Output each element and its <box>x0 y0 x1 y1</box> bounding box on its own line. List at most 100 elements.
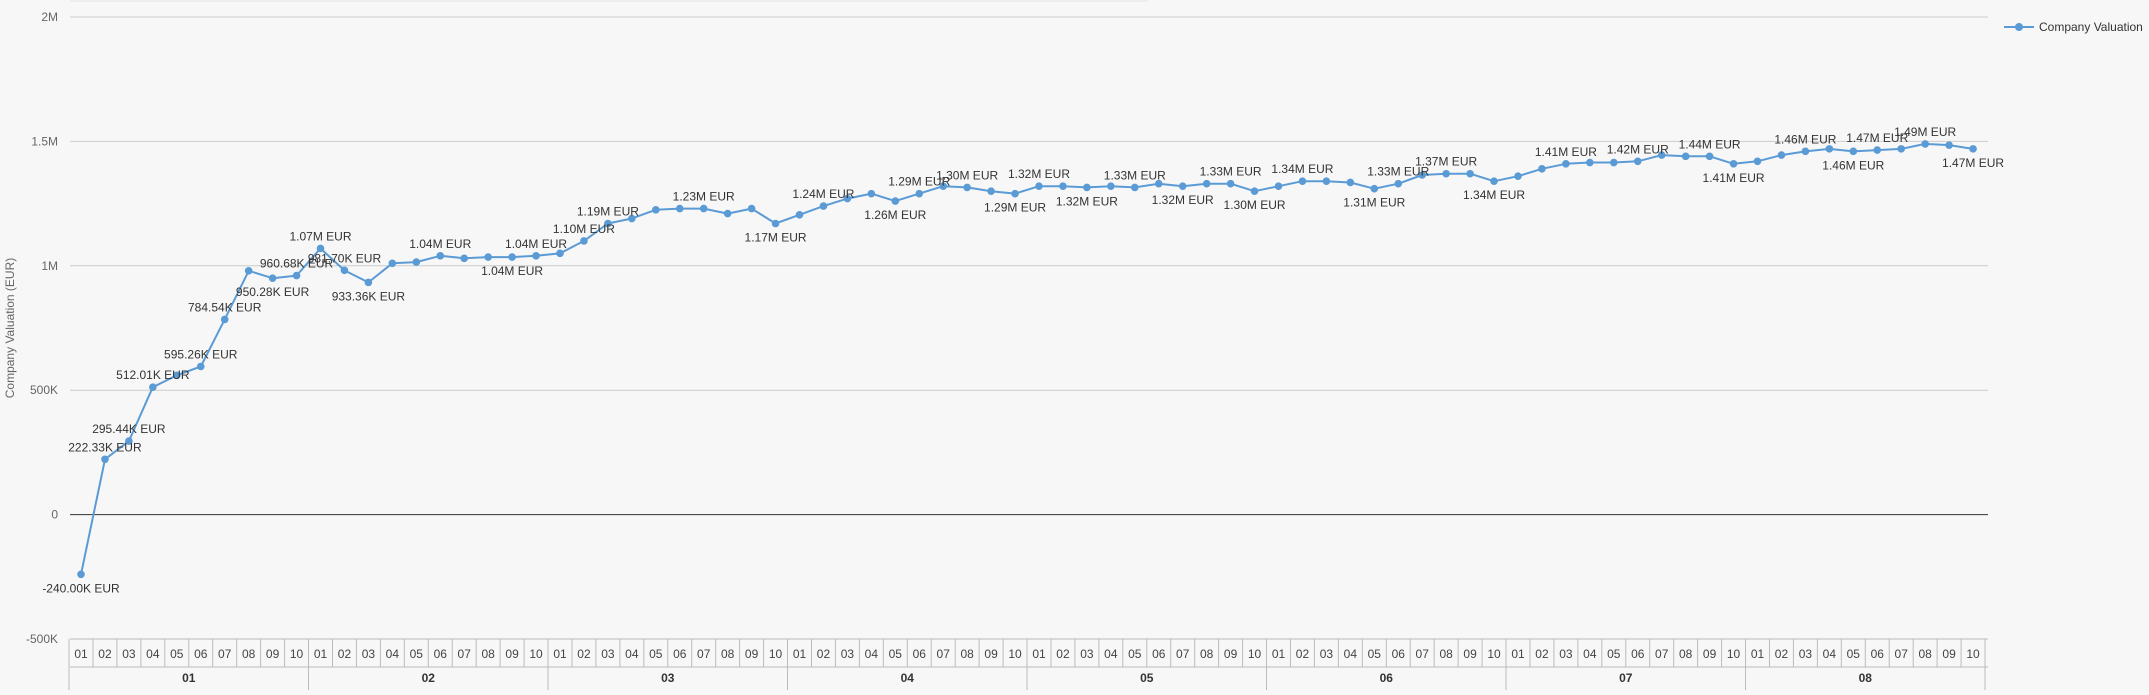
x-tick-label: 02 <box>1775 647 1789 661</box>
data-point <box>604 219 612 228</box>
data-point <box>795 210 804 219</box>
x-group-label: 01 <box>182 671 196 685</box>
data-point <box>652 206 660 214</box>
data-label: 1.49M EUR <box>1894 125 1956 139</box>
data-label: 1.10M EUR <box>553 222 615 236</box>
x-tick-label: 07 <box>1176 647 1190 661</box>
x-tick-label: 03 <box>122 647 136 661</box>
x-tick-label: 04 <box>386 647 400 661</box>
data-point <box>747 204 756 213</box>
x-axis: 01 02 03 04 05 06 07 08 09 10 01 02 03 04 05 06 07 08 09 10… <box>68 638 1988 690</box>
x-tick-label: 02 <box>577 647 591 661</box>
data-label: 512.01K EUR <box>116 368 190 382</box>
data-point <box>1849 147 1858 156</box>
data-label: 1.37M EUR <box>1415 155 1477 169</box>
data-point <box>723 209 732 218</box>
x-tick-label: 04 <box>865 647 879 661</box>
data-point <box>340 266 349 275</box>
data-label: 1.41M EUR <box>1703 171 1765 185</box>
grid-lines <box>70 0 1988 640</box>
x-tick-label: 08 <box>960 647 974 661</box>
data-label: -240.00K EUR <box>42 581 120 595</box>
y-tick-label: 1.5M <box>31 134 58 148</box>
data-label: 1.29M EUR <box>888 175 950 189</box>
data-label: 1.30M EUR <box>1224 198 1286 212</box>
data-point <box>867 189 876 198</box>
data-point <box>1083 183 1091 192</box>
data-point <box>1586 158 1594 167</box>
data-point <box>173 371 181 380</box>
x-tick-label: 08 <box>721 647 735 661</box>
x-tick-label: 04 <box>1823 647 1837 661</box>
x-tick-label: 07 <box>1416 647 1430 661</box>
data-label: 1.29M EUR <box>984 201 1046 215</box>
data-point <box>1777 151 1786 159</box>
data-point <box>1610 158 1618 167</box>
data-point <box>1753 157 1762 166</box>
x-tick-label: 01 <box>1272 647 1286 661</box>
x-tick-label: 10 <box>1966 647 1980 661</box>
data-label: 1.24M EUR <box>792 187 854 201</box>
data-point <box>149 383 157 392</box>
data-point <box>1418 171 1426 179</box>
x-tick-label: 06 <box>673 647 687 661</box>
data-point <box>1178 182 1187 190</box>
x-tick-label: 08 <box>481 647 495 661</box>
x-group-label: 06 <box>1380 671 1394 685</box>
x-tick-label: 05 <box>1847 647 1861 661</box>
data-point <box>963 183 971 192</box>
x-tick-label: 06 <box>194 647 208 661</box>
x-tick-label: 10 <box>769 647 783 661</box>
data-point <box>77 570 85 579</box>
data-point <box>1442 169 1450 178</box>
x-group-label: 02 <box>422 671 436 685</box>
data-point <box>1035 182 1043 190</box>
x-tick-label: 03 <box>1320 647 1334 661</box>
data-label: 1.04M EUR <box>481 264 543 278</box>
x-tick-label: 07 <box>1895 647 1909 661</box>
legend[interactable]: Company Valuation <box>2004 20 2143 34</box>
x-tick-label: 07 <box>1655 647 1669 661</box>
data-point <box>1490 177 1498 186</box>
x-tick-label: 04 <box>625 647 639 661</box>
data-label: 1.46M EUR <box>1774 132 1836 146</box>
data-point <box>1202 179 1211 188</box>
data-point <box>1298 177 1307 186</box>
data-label: 1.04M EUR <box>505 237 567 251</box>
x-tick-label: 02 <box>1056 647 1070 661</box>
y-tick-label: 0 <box>51 508 58 522</box>
x-group-label: 05 <box>1140 671 1154 685</box>
x-tick-label: 01 <box>1032 647 1046 661</box>
data-label: 222.33K EUR <box>68 440 142 454</box>
data-point <box>1107 182 1115 190</box>
data-labels: -240.00K EUR 222.33K EUR 295.44K EUR 512.01… <box>42 125 2004 595</box>
x-tick-label: 05 <box>649 647 663 661</box>
series-line <box>80 142 1974 575</box>
x-tick-label: 10 <box>290 647 304 661</box>
x-group-label: 07 <box>1619 671 1633 685</box>
x-tick-label: 05 <box>410 647 424 661</box>
data-point <box>1514 172 1522 181</box>
data-point <box>891 197 900 205</box>
x-tick-label: 01 <box>1511 647 1525 661</box>
data-label: 1.34M EUR <box>1463 188 1525 202</box>
data-point <box>1969 145 1977 153</box>
data-point <box>1729 159 1738 168</box>
y-tick-label: -500K <box>26 632 58 646</box>
data-point <box>1274 182 1283 190</box>
data-point <box>987 187 995 195</box>
x-tick-label: 10 <box>1248 647 1262 661</box>
x-tick-label: 04 <box>1583 647 1597 661</box>
x-tick-label: 03 <box>841 647 855 661</box>
series-company-valuation <box>77 140 1977 579</box>
data-point <box>460 254 469 263</box>
data-label: 1.17M EUR <box>745 231 807 245</box>
x-tick-label: 09 <box>1703 647 1717 661</box>
x-tick-label: 09 <box>505 647 519 661</box>
x-tick-label: 06 <box>1871 647 1885 661</box>
x-tick-label: 03 <box>362 647 376 661</box>
x-tick-label: 05 <box>1607 647 1621 661</box>
x-tick-label: 04 <box>146 647 160 661</box>
